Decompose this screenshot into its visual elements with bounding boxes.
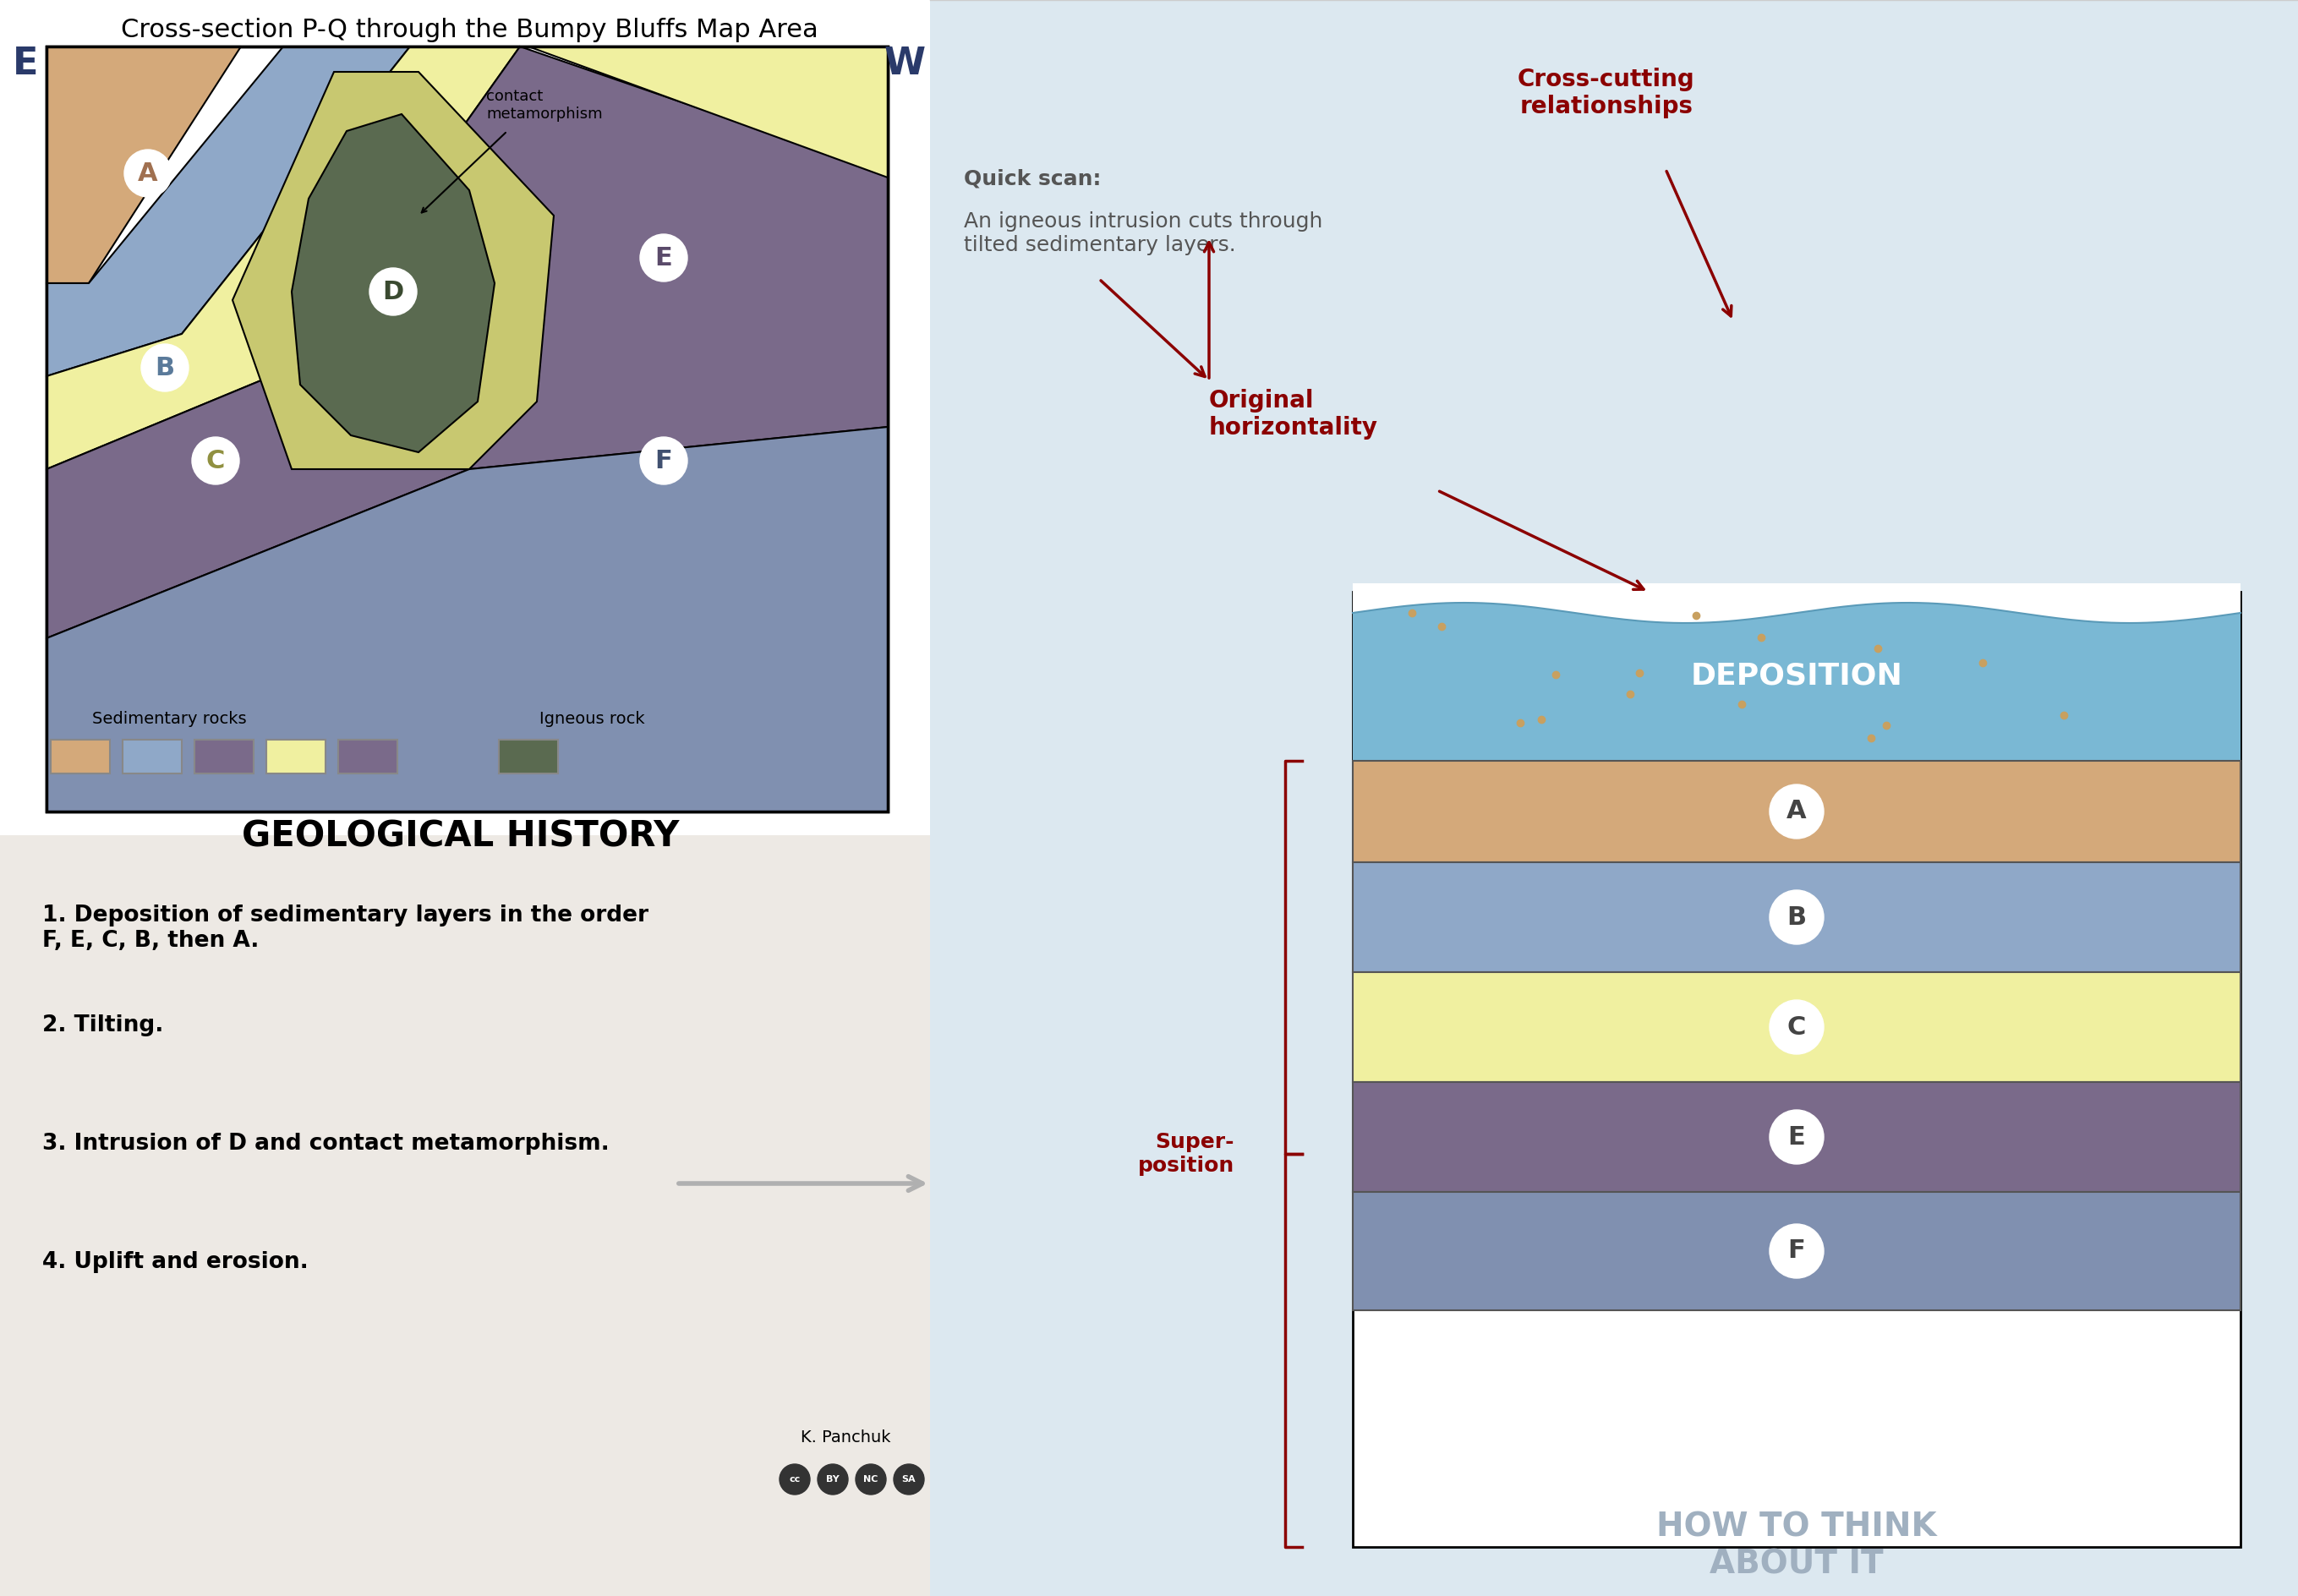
Text: 2. Tilting.: 2. Tilting. — [41, 1015, 163, 1036]
Text: E: E — [11, 45, 39, 81]
FancyBboxPatch shape — [51, 739, 110, 774]
Polygon shape — [1354, 583, 2241, 622]
Circle shape — [1769, 1109, 1825, 1163]
FancyBboxPatch shape — [1354, 1082, 2241, 1192]
Polygon shape — [46, 46, 241, 282]
Polygon shape — [292, 115, 494, 452]
FancyBboxPatch shape — [267, 739, 326, 774]
Text: E: E — [1788, 1125, 1806, 1149]
FancyBboxPatch shape — [1354, 862, 2241, 972]
FancyBboxPatch shape — [195, 739, 253, 774]
FancyBboxPatch shape — [338, 739, 398, 774]
FancyBboxPatch shape — [1354, 592, 2241, 761]
Text: F: F — [655, 448, 673, 472]
Text: B: B — [1788, 905, 1806, 929]
Text: cc: cc — [788, 1475, 800, 1484]
Text: NC: NC — [864, 1475, 878, 1484]
FancyBboxPatch shape — [122, 739, 182, 774]
Text: Cross-section P-Q through the Bumpy Bluffs Map Area: Cross-section P-Q through the Bumpy Bluf… — [119, 18, 818, 41]
FancyBboxPatch shape — [1354, 592, 2241, 1547]
Circle shape — [894, 1464, 924, 1494]
Polygon shape — [46, 426, 887, 811]
FancyBboxPatch shape — [1354, 972, 2241, 1082]
Text: C: C — [1788, 1015, 1806, 1039]
Text: A: A — [1786, 800, 1806, 824]
Text: BY: BY — [827, 1475, 839, 1484]
Circle shape — [140, 345, 188, 391]
Text: Quick scan:: Quick scan: — [963, 169, 1101, 190]
Text: B: B — [154, 356, 175, 380]
Circle shape — [1769, 1001, 1825, 1053]
Circle shape — [193, 437, 239, 484]
Text: Original
horizontality: Original horizontality — [1209, 389, 1379, 440]
Text: K. Panchuk: K. Panchuk — [800, 1428, 892, 1444]
Circle shape — [1769, 891, 1825, 945]
Text: Super-
position: Super- position — [1138, 1132, 1234, 1176]
FancyBboxPatch shape — [1354, 1192, 2241, 1310]
Text: Sedimentary rocks: Sedimentary rocks — [92, 710, 246, 726]
Text: 3. Intrusion of D and contact metamorphism.: 3. Intrusion of D and contact metamorphi… — [41, 1133, 609, 1156]
Text: E: E — [655, 246, 673, 270]
Circle shape — [1769, 785, 1825, 838]
Circle shape — [818, 1464, 848, 1494]
Bar — [46, 46, 887, 811]
Text: 4. Uplift and erosion.: 4. Uplift and erosion. — [41, 1251, 308, 1274]
Text: HOW TO THINK
ABOUT IT: HOW TO THINK ABOUT IT — [1657, 1511, 1937, 1580]
Circle shape — [641, 235, 687, 281]
Text: GEOLOGICAL HISTORY: GEOLOGICAL HISTORY — [241, 819, 680, 854]
Polygon shape — [232, 72, 554, 469]
Polygon shape — [46, 46, 409, 377]
Circle shape — [1769, 1224, 1825, 1278]
FancyBboxPatch shape — [46, 46, 887, 811]
Polygon shape — [529, 46, 887, 177]
Text: A: A — [138, 161, 159, 185]
Text: D: D — [381, 279, 404, 303]
Text: SA: SA — [901, 1475, 917, 1484]
Text: DEPOSITION: DEPOSITION — [1691, 662, 1903, 691]
Text: Igneous rock: Igneous rock — [540, 710, 643, 726]
Circle shape — [641, 437, 687, 484]
Circle shape — [124, 150, 172, 196]
FancyBboxPatch shape — [0, 835, 931, 1596]
Text: W: W — [885, 45, 926, 81]
FancyBboxPatch shape — [1354, 761, 2241, 862]
Circle shape — [779, 1464, 809, 1494]
Polygon shape — [46, 46, 519, 469]
Text: F: F — [1788, 1238, 1806, 1264]
Polygon shape — [46, 46, 887, 638]
Text: 1. Deposition of sedimentary layers in the order
F, E, C, B, then A.: 1. Deposition of sedimentary layers in t… — [41, 905, 648, 951]
Text: contact
metamorphism: contact metamorphism — [487, 89, 602, 121]
FancyBboxPatch shape — [931, 0, 2298, 1596]
Text: An igneous intrusion cuts through
tilted sedimentary layers.: An igneous intrusion cuts through tilted… — [963, 211, 1324, 255]
Circle shape — [370, 268, 416, 316]
Circle shape — [855, 1464, 887, 1494]
Text: Cross-cutting
relationships: Cross-cutting relationships — [1517, 67, 1696, 118]
FancyBboxPatch shape — [499, 739, 558, 774]
Text: C: C — [207, 448, 225, 472]
